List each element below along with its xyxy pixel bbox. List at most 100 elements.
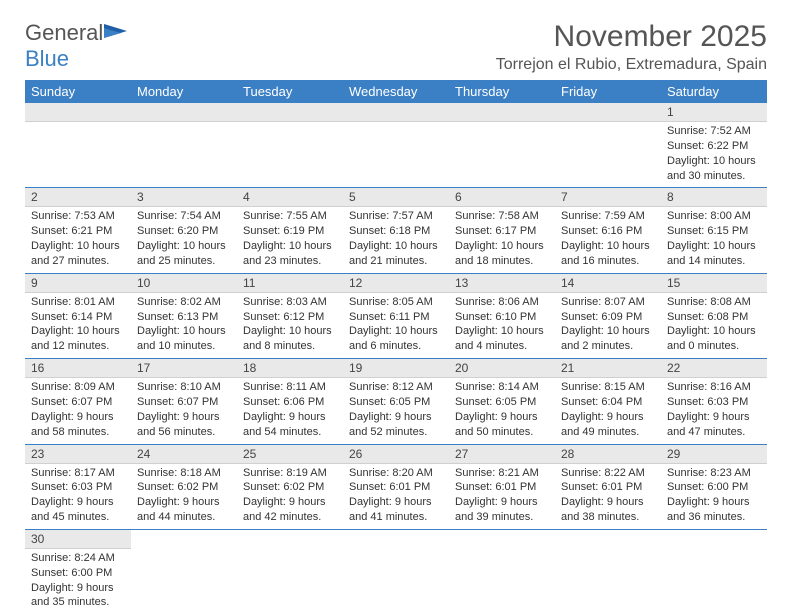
daylight-text: Daylight: 9 hours and 49 minutes. xyxy=(561,410,655,440)
sunset-text: Sunset: 6:19 PM xyxy=(243,224,337,239)
daylight-text: Daylight: 9 hours and 54 minutes. xyxy=(243,410,337,440)
day-content: Sunrise: 8:16 AMSunset: 6:03 PMDaylight:… xyxy=(661,378,767,443)
daylight-text: Daylight: 9 hours and 50 minutes. xyxy=(455,410,549,440)
day-number: 2 xyxy=(25,188,131,207)
day-number: 7 xyxy=(555,188,661,207)
location: Torrejon el Rubio, Extremadura, Spain xyxy=(496,56,767,74)
sunrise-text: Sunrise: 8:20 AM xyxy=(349,466,443,481)
sunset-text: Sunset: 6:01 PM xyxy=(349,480,443,495)
sunrise-text: Sunrise: 7:57 AM xyxy=(349,209,443,224)
daylight-text: Daylight: 9 hours and 42 minutes. xyxy=(243,495,337,525)
month-title: November 2025 xyxy=(496,20,767,54)
calendar-cell: 16Sunrise: 8:09 AMSunset: 6:07 PMDayligh… xyxy=(25,359,131,444)
day-content: Sunrise: 8:07 AMSunset: 6:09 PMDaylight:… xyxy=(555,293,661,358)
day-content: Sunrise: 8:01 AMSunset: 6:14 PMDaylight:… xyxy=(25,293,131,358)
day-number: 3 xyxy=(131,188,237,207)
day-content: Sunrise: 8:09 AMSunset: 6:07 PMDaylight:… xyxy=(25,378,131,443)
daylight-text: Daylight: 9 hours and 36 minutes. xyxy=(667,495,761,525)
sunset-text: Sunset: 6:21 PM xyxy=(31,224,125,239)
calendar-cell: 15Sunrise: 8:08 AMSunset: 6:08 PMDayligh… xyxy=(661,273,767,358)
day-content: Sunrise: 7:59 AMSunset: 6:16 PMDaylight:… xyxy=(555,207,661,272)
sunset-text: Sunset: 6:22 PM xyxy=(667,139,761,154)
sunset-text: Sunset: 6:03 PM xyxy=(31,480,125,495)
sunset-text: Sunset: 6:01 PM xyxy=(455,480,549,495)
sunset-text: Sunset: 6:20 PM xyxy=(137,224,231,239)
calendar-cell: 27Sunrise: 8:21 AMSunset: 6:01 PMDayligh… xyxy=(449,444,555,529)
sunset-text: Sunset: 6:11 PM xyxy=(349,310,443,325)
daylight-text: Daylight: 10 hours and 6 minutes. xyxy=(349,324,443,354)
calendar-cell: 1Sunrise: 7:52 AMSunset: 6:22 PMDaylight… xyxy=(661,103,767,188)
day-header: Wednesday xyxy=(343,80,449,103)
calendar-cell: 3Sunrise: 7:54 AMSunset: 6:20 PMDaylight… xyxy=(131,188,237,273)
title-block: November 2025 Torrejon el Rubio, Extrema… xyxy=(496,20,767,74)
sunrise-text: Sunrise: 8:01 AM xyxy=(31,295,125,310)
daylight-text: Daylight: 10 hours and 8 minutes. xyxy=(243,324,337,354)
day-number: 22 xyxy=(661,359,767,378)
calendar-cell xyxy=(237,103,343,188)
calendar-cell: 22Sunrise: 8:16 AMSunset: 6:03 PMDayligh… xyxy=(661,359,767,444)
day-number: 13 xyxy=(449,274,555,293)
sunset-text: Sunset: 6:07 PM xyxy=(137,395,231,410)
day-content: Sunrise: 8:15 AMSunset: 6:04 PMDaylight:… xyxy=(555,378,661,443)
calendar-cell: 13Sunrise: 8:06 AMSunset: 6:10 PMDayligh… xyxy=(449,273,555,358)
day-number: 26 xyxy=(343,445,449,464)
day-header: Tuesday xyxy=(237,80,343,103)
calendar-cell: 2Sunrise: 7:53 AMSunset: 6:21 PMDaylight… xyxy=(25,188,131,273)
empty-bar xyxy=(449,103,555,122)
calendar-cell: 9Sunrise: 8:01 AMSunset: 6:14 PMDaylight… xyxy=(25,273,131,358)
daylight-text: Daylight: 9 hours and 47 minutes. xyxy=(667,410,761,440)
daylight-text: Daylight: 9 hours and 35 minutes. xyxy=(31,581,125,611)
sunset-text: Sunset: 6:09 PM xyxy=(561,310,655,325)
sunset-text: Sunset: 6:17 PM xyxy=(455,224,549,239)
day-number: 20 xyxy=(449,359,555,378)
calendar-cell: 18Sunrise: 8:11 AMSunset: 6:06 PMDayligh… xyxy=(237,359,343,444)
sunset-text: Sunset: 6:05 PM xyxy=(349,395,443,410)
daylight-text: Daylight: 9 hours and 41 minutes. xyxy=(349,495,443,525)
daylight-text: Daylight: 9 hours and 38 minutes. xyxy=(561,495,655,525)
calendar-row: 9Sunrise: 8:01 AMSunset: 6:14 PMDaylight… xyxy=(25,273,767,358)
sunrise-text: Sunrise: 8:03 AM xyxy=(243,295,337,310)
sunrise-text: Sunrise: 7:58 AM xyxy=(455,209,549,224)
day-content: Sunrise: 8:23 AMSunset: 6:00 PMDaylight:… xyxy=(661,464,767,529)
calendar-cell xyxy=(343,103,449,188)
day-content: Sunrise: 7:54 AMSunset: 6:20 PMDaylight:… xyxy=(131,207,237,272)
sunset-text: Sunset: 6:08 PM xyxy=(667,310,761,325)
sunrise-text: Sunrise: 8:07 AM xyxy=(561,295,655,310)
daylight-text: Daylight: 10 hours and 18 minutes. xyxy=(455,239,549,269)
day-number: 28 xyxy=(555,445,661,464)
daylight-text: Daylight: 9 hours and 44 minutes. xyxy=(137,495,231,525)
sunrise-text: Sunrise: 8:05 AM xyxy=(349,295,443,310)
day-number: 8 xyxy=(661,188,767,207)
calendar-cell: 5Sunrise: 7:57 AMSunset: 6:18 PMDaylight… xyxy=(343,188,449,273)
daylight-text: Daylight: 10 hours and 12 minutes. xyxy=(31,324,125,354)
flag-icon xyxy=(103,20,129,46)
calendar-cell: 6Sunrise: 7:58 AMSunset: 6:17 PMDaylight… xyxy=(449,188,555,273)
day-number: 4 xyxy=(237,188,343,207)
calendar-cell: 29Sunrise: 8:23 AMSunset: 6:00 PMDayligh… xyxy=(661,444,767,529)
sunset-text: Sunset: 6:12 PM xyxy=(243,310,337,325)
calendar-cell: 4Sunrise: 7:55 AMSunset: 6:19 PMDaylight… xyxy=(237,188,343,273)
day-number: 29 xyxy=(661,445,767,464)
day-content: Sunrise: 7:53 AMSunset: 6:21 PMDaylight:… xyxy=(25,207,131,272)
daylight-text: Daylight: 10 hours and 0 minutes. xyxy=(667,324,761,354)
daylight-text: Daylight: 9 hours and 58 minutes. xyxy=(31,410,125,440)
day-header: Monday xyxy=(131,80,237,103)
sunset-text: Sunset: 6:04 PM xyxy=(561,395,655,410)
calendar-cell: 17Sunrise: 8:10 AMSunset: 6:07 PMDayligh… xyxy=(131,359,237,444)
sunrise-text: Sunrise: 7:54 AM xyxy=(137,209,231,224)
calendar-row: 23Sunrise: 8:17 AMSunset: 6:03 PMDayligh… xyxy=(25,444,767,529)
calendar-cell xyxy=(449,103,555,188)
sunrise-text: Sunrise: 8:19 AM xyxy=(243,466,337,481)
calendar-cell xyxy=(449,529,555,614)
daylight-text: Daylight: 9 hours and 56 minutes. xyxy=(137,410,231,440)
day-number: 21 xyxy=(555,359,661,378)
day-content: Sunrise: 8:10 AMSunset: 6:07 PMDaylight:… xyxy=(131,378,237,443)
day-content: Sunrise: 7:55 AMSunset: 6:19 PMDaylight:… xyxy=(237,207,343,272)
calendar-cell: 19Sunrise: 8:12 AMSunset: 6:05 PMDayligh… xyxy=(343,359,449,444)
calendar-cell: 23Sunrise: 8:17 AMSunset: 6:03 PMDayligh… xyxy=(25,444,131,529)
day-content: Sunrise: 8:24 AMSunset: 6:00 PMDaylight:… xyxy=(25,549,131,614)
sunrise-text: Sunrise: 8:00 AM xyxy=(667,209,761,224)
calendar-cell: 30Sunrise: 8:24 AMSunset: 6:00 PMDayligh… xyxy=(25,529,131,614)
sunrise-text: Sunrise: 7:52 AM xyxy=(667,124,761,139)
day-content: Sunrise: 8:21 AMSunset: 6:01 PMDaylight:… xyxy=(449,464,555,529)
